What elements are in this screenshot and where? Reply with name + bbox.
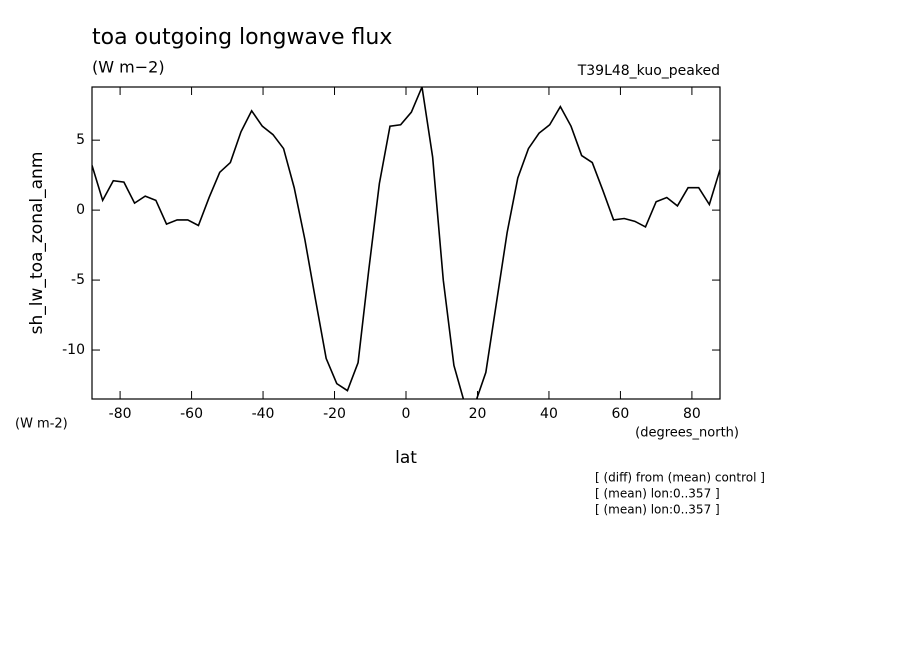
- x-tick-label: 20: [469, 406, 487, 422]
- chart-subtitle: (W m−2): [92, 58, 165, 77]
- x-tick-label: -40: [252, 406, 275, 422]
- x-tick-label: 0: [402, 406, 411, 422]
- plot-frame: [91, 86, 721, 400]
- y-tick-label: -5: [71, 272, 85, 288]
- data-line: [92, 87, 720, 399]
- x-tick-label: 40: [540, 406, 558, 422]
- run-label: T39L48_kuo_peaked: [577, 63, 720, 79]
- y-tick-label: 0: [76, 202, 85, 218]
- x-tick-label: -80: [109, 406, 132, 422]
- x-axis-label: lat: [395, 448, 417, 468]
- y-axis-label: sh_lw_toa_zonal_anm: [27, 152, 47, 335]
- note: [ (mean) lon:0..357 ]: [595, 487, 720, 501]
- x-units: (degrees_north): [635, 426, 739, 441]
- x-tick-label: -20: [323, 406, 346, 422]
- note: [ (diff) from (mean) control ]: [595, 471, 765, 485]
- y-units: (W m-2): [15, 417, 68, 432]
- y-tick-label: -10: [62, 342, 85, 358]
- chart-title: toa outgoing longwave flux: [92, 25, 392, 50]
- x-tick-label: 60: [612, 406, 630, 422]
- y-tick-label: 5: [76, 132, 85, 148]
- note: [ (mean) lon:0..357 ]: [595, 503, 720, 517]
- x-tick-label: 80: [683, 406, 701, 422]
- x-tick-label: -60: [180, 406, 203, 422]
